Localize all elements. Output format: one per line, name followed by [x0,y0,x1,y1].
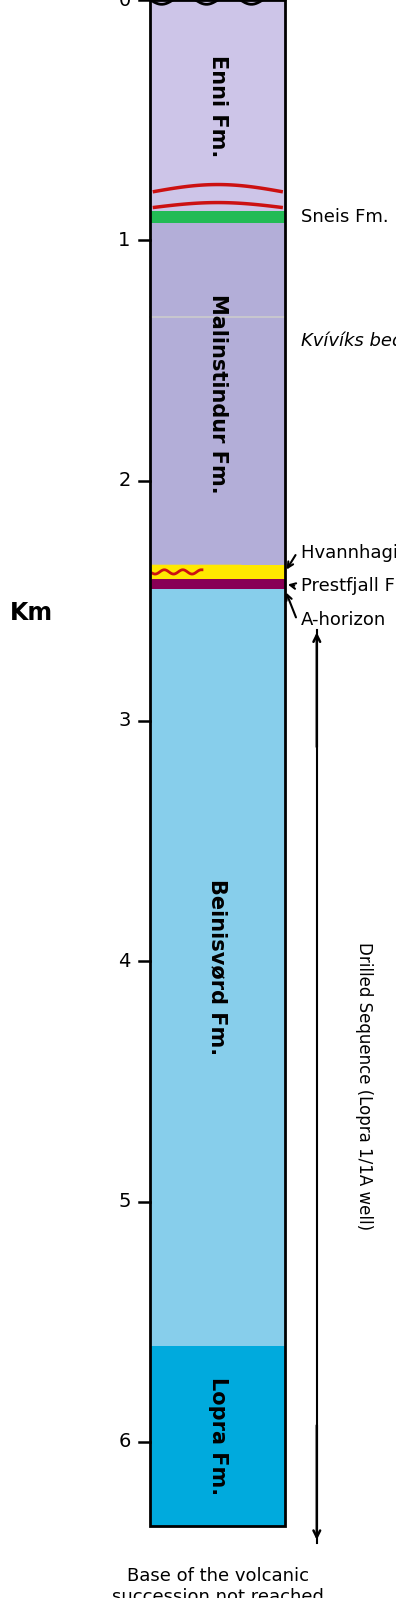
Bar [150,0,285,1526]
Bar [150,224,285,564]
Bar [150,1346,285,1526]
Text: 1: 1 [118,230,131,249]
Text: Sneis Fm.: Sneis Fm. [301,208,388,227]
Bar [150,0,285,211]
Text: Beinisvørd Fm.: Beinisvørd Fm. [208,879,228,1055]
Text: 4: 4 [118,952,131,970]
Bar [150,578,285,588]
Text: Enni Fm.: Enni Fm. [208,54,228,157]
Text: Base of the volcanic
succession not reached: Base of the volcanic succession not reac… [112,1566,324,1598]
Text: 0: 0 [118,0,131,10]
Bar [150,588,285,1346]
Bar [150,211,285,224]
Text: 5: 5 [118,1192,131,1211]
Text: Hvannhagi Fm.: Hvannhagi Fm. [301,543,396,561]
Text: 2: 2 [118,471,131,491]
Bar [150,564,285,578]
Text: Drilled Sequence (Lopra 1/1A well): Drilled Sequence (Lopra 1/1A well) [355,943,373,1230]
Text: A-horizon: A-horizon [301,610,386,630]
Text: Km: Km [10,601,53,625]
Text: Prestfjall Fm.: Prestfjall Fm. [301,577,396,596]
Text: Malinstindur Fm.: Malinstindur Fm. [208,294,228,494]
Text: Kvívíks beds: Kvívíks beds [301,332,396,350]
Text: 6: 6 [118,1432,131,1451]
Text: Lopra Fm.: Lopra Fm. [208,1377,228,1494]
Text: 3: 3 [118,711,131,730]
Polygon shape [150,564,242,578]
